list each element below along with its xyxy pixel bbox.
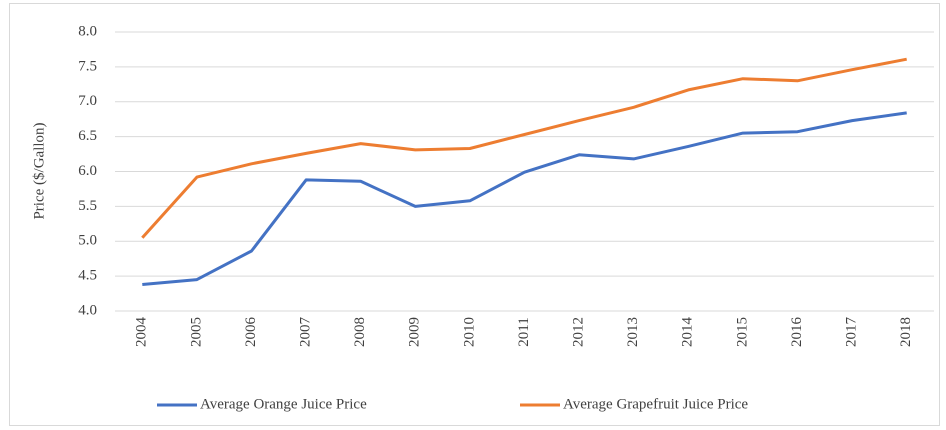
y-tick-label: 4.5 (78, 268, 97, 284)
x-tick-label: 2004 (134, 317, 150, 348)
legend-label: Average Orange Juice Price (200, 396, 367, 412)
series-line (142, 111, 907, 286)
y-tick-label: 5.5 (78, 198, 97, 214)
x-tick-label: 2006 (243, 317, 259, 348)
y-axis-label: Price ($/Gallon) (31, 122, 47, 219)
y-tick-label: 7.0 (78, 93, 97, 109)
x-tick-label: 2018 (898, 317, 914, 347)
x-tick-label: 2010 (461, 317, 477, 347)
x-tick-label: 2014 (680, 317, 696, 348)
x-tick-label: 2013 (625, 317, 641, 347)
x-tick-label: 2016 (789, 317, 805, 348)
y-tick-label: 5.0 (78, 233, 97, 249)
x-tick-label: 2012 (571, 317, 587, 347)
y-tick-label: 6.0 (78, 163, 97, 179)
x-tick-label: 2005 (188, 317, 204, 347)
x-tick-label: 2015 (734, 317, 750, 347)
x-tick-label: 2017 (844, 317, 860, 348)
x-tick-label: 2007 (298, 317, 314, 348)
y-tick-label: 8.0 (78, 23, 97, 39)
series-line (141, 57, 907, 239)
legend-label: Average Grapefruit Juice Price (563, 396, 748, 412)
y-tick-label: 6.5 (78, 128, 97, 144)
y-tick-label: 4.0 (78, 302, 97, 318)
x-tick-label: 2009 (407, 317, 423, 347)
x-tick-label: 2011 (516, 317, 532, 346)
y-tick-label: 7.5 (78, 58, 97, 74)
x-tick-label: 2008 (352, 317, 368, 347)
